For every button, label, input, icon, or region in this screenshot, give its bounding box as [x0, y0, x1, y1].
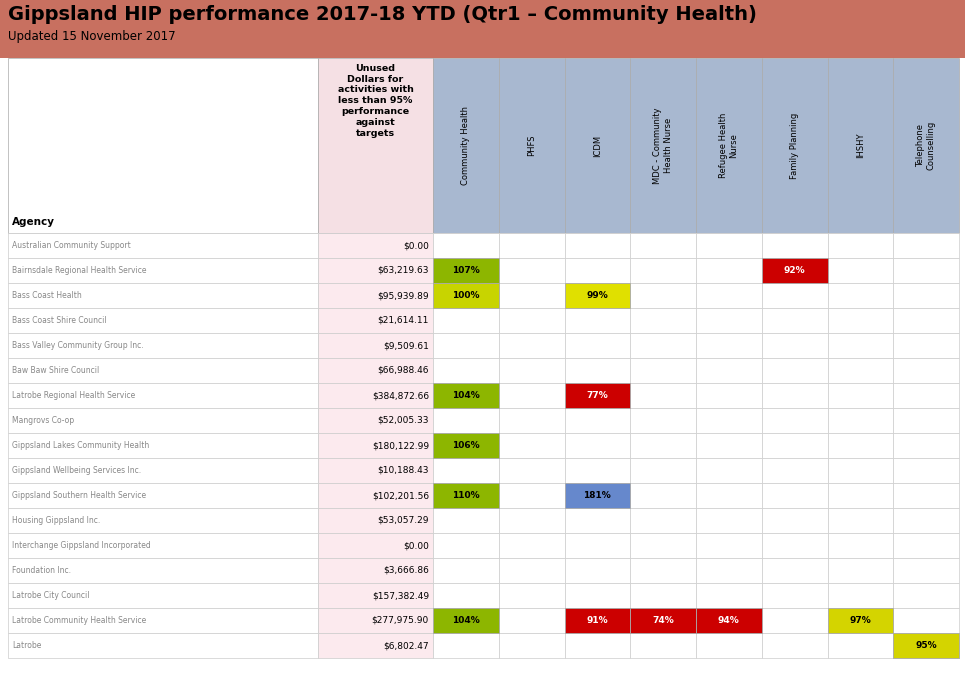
Text: Interchange Gippsland Incorporated: Interchange Gippsland Incorporated: [12, 541, 151, 550]
Text: Bass Coast Health: Bass Coast Health: [12, 291, 82, 300]
Text: $95,939.89: $95,939.89: [377, 291, 429, 300]
Text: Baw Baw Shire Council: Baw Baw Shire Council: [12, 366, 99, 375]
Text: $0.00: $0.00: [403, 541, 429, 550]
Text: $180,122.99: $180,122.99: [372, 441, 429, 450]
Text: Telephone
Counselling: Telephone Counselling: [917, 121, 936, 170]
Text: PHFS: PHFS: [527, 135, 537, 156]
Text: Gippsland Wellbeing Services Inc.: Gippsland Wellbeing Services Inc.: [12, 466, 141, 475]
Text: 99%: 99%: [587, 291, 608, 300]
Text: Family Planning: Family Planning: [790, 113, 799, 179]
Text: $277,975.90: $277,975.90: [372, 616, 429, 625]
Text: $52,005.33: $52,005.33: [377, 416, 429, 425]
Text: Refugee Health
Nurse: Refugee Health Nurse: [719, 113, 738, 178]
Text: Mangrovs Co-op: Mangrovs Co-op: [12, 416, 74, 425]
Text: 77%: 77%: [587, 391, 608, 400]
Text: 74%: 74%: [652, 616, 674, 625]
Text: 95%: 95%: [916, 641, 937, 650]
Text: Gippsland Southern Health Service: Gippsland Southern Health Service: [12, 491, 146, 500]
Text: 100%: 100%: [453, 291, 480, 300]
Text: Gippsland Lakes Community Health: Gippsland Lakes Community Health: [12, 441, 150, 450]
Text: 97%: 97%: [849, 616, 871, 625]
Text: 104%: 104%: [452, 391, 480, 400]
Text: Gippsland HIP performance 2017-18 YTD (Qtr1 – Community Health): Gippsland HIP performance 2017-18 YTD (Q…: [8, 5, 757, 24]
Text: 92%: 92%: [784, 266, 806, 275]
Text: Community Health: Community Health: [461, 106, 470, 185]
Text: 181%: 181%: [584, 491, 611, 500]
Text: $157,382.49: $157,382.49: [372, 591, 429, 600]
Text: Latrobe City Council: Latrobe City Council: [12, 591, 90, 600]
Text: $3,666.86: $3,666.86: [383, 566, 429, 575]
Text: 106%: 106%: [452, 441, 480, 450]
Text: $0.00: $0.00: [403, 241, 429, 250]
Text: 104%: 104%: [452, 616, 480, 625]
Text: Bairnsdale Regional Health Service: Bairnsdale Regional Health Service: [12, 266, 147, 275]
Text: 110%: 110%: [452, 491, 480, 500]
Text: $21,614.11: $21,614.11: [377, 316, 429, 325]
Text: MDC - Community
Health Nurse: MDC - Community Health Nurse: [653, 107, 673, 184]
Text: $63,219.63: $63,219.63: [377, 266, 429, 275]
Text: Latrobe Regional Health Service: Latrobe Regional Health Service: [12, 391, 135, 400]
Text: $384,872.66: $384,872.66: [372, 391, 429, 400]
Text: Bass Valley Community Group Inc.: Bass Valley Community Group Inc.: [12, 341, 144, 350]
Text: Updated 15 November 2017: Updated 15 November 2017: [8, 30, 176, 43]
Text: 107%: 107%: [452, 266, 480, 275]
Text: $66,988.46: $66,988.46: [377, 366, 429, 375]
Text: $6,802.47: $6,802.47: [383, 641, 429, 650]
Text: $102,201.56: $102,201.56: [372, 491, 429, 500]
Text: IHSHY: IHSHY: [856, 133, 865, 158]
Text: $53,057.29: $53,057.29: [377, 516, 429, 525]
Text: 91%: 91%: [587, 616, 608, 625]
Text: $9,509.61: $9,509.61: [383, 341, 429, 350]
Text: ICDM: ICDM: [593, 134, 602, 156]
Text: Bass Coast Shire Council: Bass Coast Shire Council: [12, 316, 106, 325]
Text: Agency: Agency: [12, 217, 55, 227]
Text: Latrobe Community Health Service: Latrobe Community Health Service: [12, 616, 147, 625]
Text: Foundation Inc.: Foundation Inc.: [12, 566, 71, 575]
Text: Australian Community Support: Australian Community Support: [12, 241, 130, 250]
Text: Housing Gippsland Inc.: Housing Gippsland Inc.: [12, 516, 100, 525]
Text: Latrobe: Latrobe: [12, 641, 41, 650]
Text: $10,188.43: $10,188.43: [377, 466, 429, 475]
Text: 94%: 94%: [718, 616, 740, 625]
Text: Unused
Dollars for
activities with
less than 95%
performance
against
targets: Unused Dollars for activities with less …: [338, 64, 413, 137]
